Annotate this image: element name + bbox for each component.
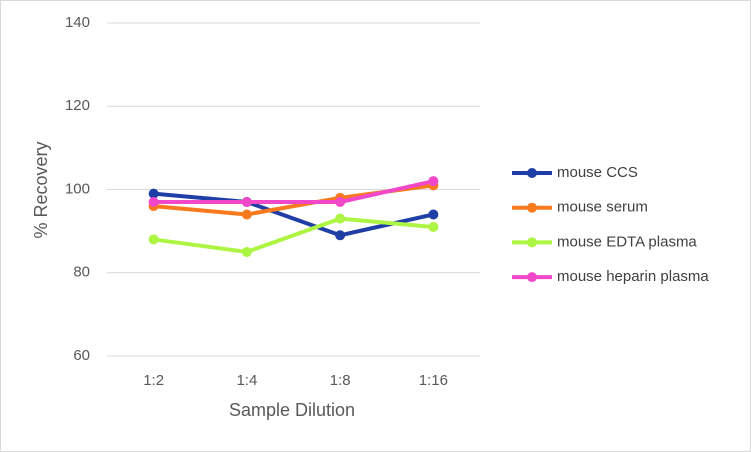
legend-label: mouse heparin plasma — [557, 268, 709, 285]
y-axis-title: % Recovery — [31, 141, 51, 238]
legend-marker — [527, 168, 537, 178]
x-tick-label: 1:4 — [236, 372, 257, 389]
legend-marker — [527, 272, 537, 283]
data-point — [428, 221, 439, 232]
data-point — [335, 213, 346, 224]
data-point — [148, 188, 159, 199]
data-point — [335, 196, 346, 207]
data-point — [428, 176, 439, 187]
x-tick-label: 1:2 — [143, 372, 164, 389]
legend-label: mouse serum — [557, 199, 648, 216]
x-tick-label: 1:16 — [419, 372, 448, 389]
legend-marker — [527, 202, 537, 213]
data-point — [428, 209, 439, 220]
x-tick-label: 1:8 — [330, 372, 351, 389]
y-tick-label: 60 — [73, 347, 90, 364]
data-point — [148, 234, 159, 245]
y-tick-label: 100 — [65, 180, 90, 197]
y-tick-label: 140 — [65, 14, 90, 31]
series-line — [153, 179, 434, 204]
data-point — [241, 209, 252, 220]
series-line — [153, 191, 434, 238]
legend-label: mouse CCS — [557, 164, 638, 181]
data-point — [335, 230, 346, 241]
series-line — [153, 216, 434, 254]
data-point — [241, 196, 252, 207]
y-tick-label: 120 — [65, 97, 90, 114]
data-point — [148, 196, 159, 207]
x-axis-title: Sample Dilution — [229, 400, 355, 420]
data-point — [241, 246, 252, 257]
y-tick-label: 80 — [73, 264, 90, 281]
legend-label: mouse EDTA plasma — [557, 233, 697, 250]
legend-marker — [527, 237, 537, 248]
